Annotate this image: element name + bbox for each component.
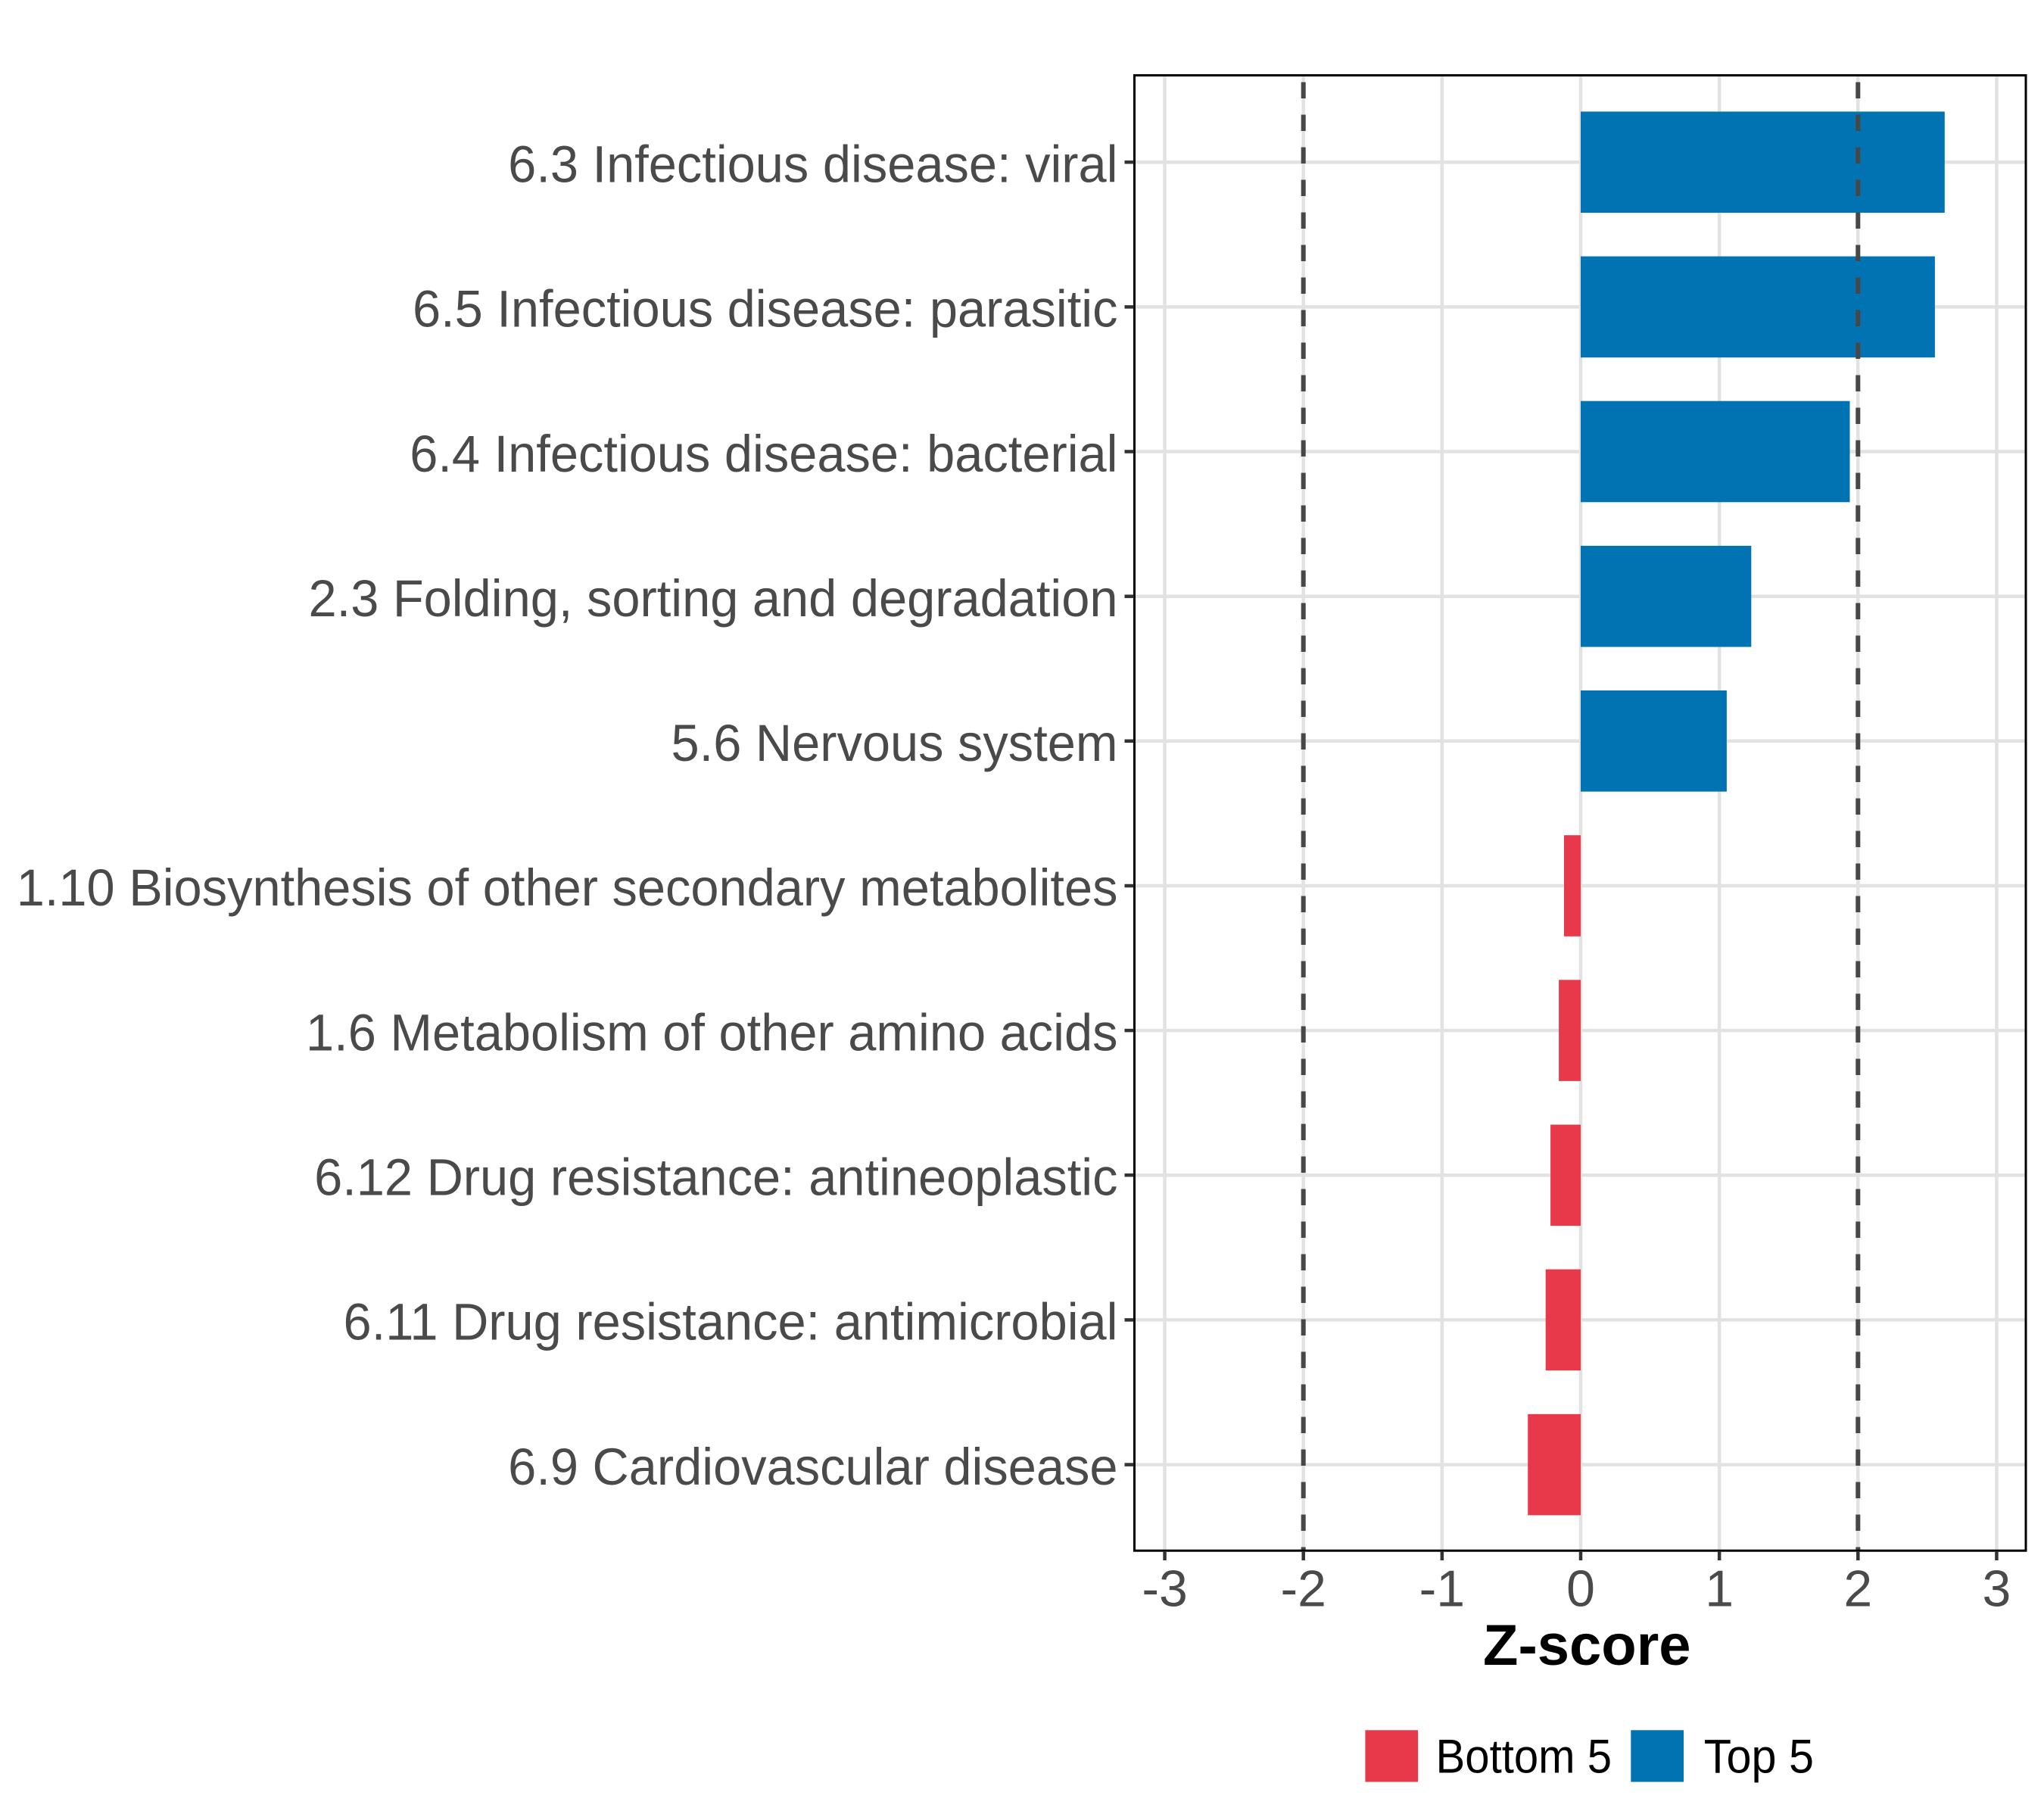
svg-text:Z-score: Z-score <box>1483 1613 1691 1678</box>
svg-text:1.10 Biosynthesis of other sec: 1.10 Biosynthesis of other secondary met… <box>17 859 1118 917</box>
svg-text:Top 5: Top 5 <box>1704 1730 1814 1784</box>
svg-text:5.6 Nervous system: 5.6 Nervous system <box>671 715 1118 772</box>
svg-text:2: 2 <box>1843 1560 1872 1618</box>
svg-text:6.4 Infectious disease: bacter: 6.4 Infectious disease: bacterial <box>410 425 1117 483</box>
svg-text:-2: -2 <box>1280 1560 1326 1618</box>
svg-text:3: 3 <box>1983 1560 2011 1618</box>
svg-text:6.3 Infectious disease: viral: 6.3 Infectious disease: viral <box>508 136 1117 194</box>
svg-text:6.11 Drug resistance: antimicr: 6.11 Drug resistance: antimicrobial <box>344 1294 1118 1351</box>
svg-text:Bottom 5: Bottom 5 <box>1436 1729 1612 1783</box>
svg-text:2.3 Folding, sorting and degra: 2.3 Folding, sorting and degradation <box>309 570 1118 628</box>
svg-text:6.5 Infectious disease: parasi: 6.5 Infectious disease: parasitic <box>413 281 1117 338</box>
svg-text:0: 0 <box>1566 1560 1595 1618</box>
svg-text:-3: -3 <box>1142 1560 1187 1618</box>
svg-text:1.6 Metabolism of other amino: 1.6 Metabolism of other amino acids <box>306 1005 1117 1062</box>
svg-text:1: 1 <box>1705 1560 1734 1618</box>
svg-text:6.12 Drug resistance: antineop: 6.12 Drug resistance: antineoplastic <box>314 1149 1117 1207</box>
svg-text:6.9 Cardiovascular disease: 6.9 Cardiovascular disease <box>508 1438 1117 1496</box>
svg-text:-1: -1 <box>1419 1560 1465 1618</box>
